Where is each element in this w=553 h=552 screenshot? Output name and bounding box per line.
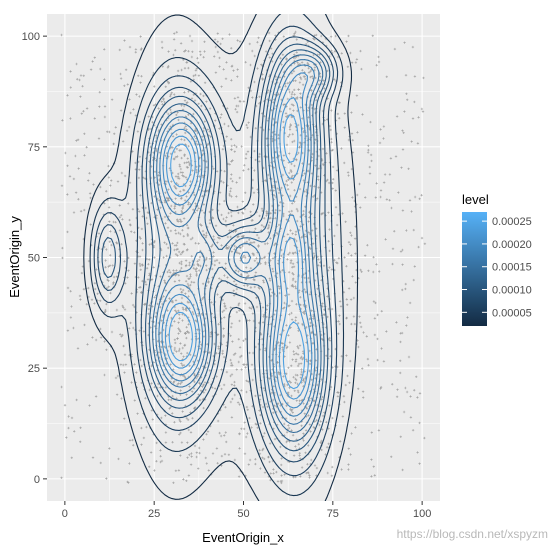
contour-line — [158, 64, 316, 417]
x-tick-label: 50 — [237, 508, 249, 520]
watermark-text: https://blog.csdn.net/xspyzm — [397, 527, 548, 541]
y-tick-label: 25 — [28, 363, 40, 375]
x-tick-label: 100 — [413, 508, 431, 520]
scatter-points — [60, 30, 427, 485]
contour-line — [97, 36, 334, 463]
y-tick-label: 100 — [22, 31, 40, 43]
x-tick-label: 75 — [327, 508, 339, 520]
legend-tick-label: 0.00005 — [492, 307, 532, 319]
contour-line — [148, 49, 327, 442]
contour-line — [168, 114, 306, 390]
legend-ticks: 0.00025 0.00020 0.00015 0.00010 0.00005 — [462, 216, 532, 319]
x-axis-title: EventOrigin_x — [202, 530, 284, 545]
y-tick-label: 75 — [28, 142, 40, 154]
contour-line — [89, 14, 345, 497]
contour-line — [93, 25, 339, 477]
y-axis-title: EventOrigin_y — [7, 216, 22, 298]
y-tick-label: 0 — [34, 474, 40, 486]
legend-colorbar — [462, 212, 487, 326]
x-axis-ticks: 0 25 50 75 100 — [62, 501, 431, 520]
contour-line — [164, 97, 309, 400]
x-tick-label: 25 — [148, 508, 160, 520]
legend-tick-label: 0.00020 — [492, 239, 532, 251]
legend: level 0.00025 0.00020 0.00015 0.00010 0.0000… — [462, 192, 532, 326]
data-points — [60, 30, 427, 485]
y-axis-ticks: 0 25 50 75 100 — [22, 31, 47, 486]
legend-title: level — [462, 192, 489, 207]
contour-line — [155, 59, 320, 425]
legend-tick-label: 0.00015 — [492, 262, 532, 274]
contour-line — [83, 14, 359, 501]
contour-line — [101, 43, 331, 452]
x-tick-label: 0 — [62, 508, 68, 520]
legend-tick-label: 0.00025 — [492, 216, 532, 228]
contour-line — [152, 54, 324, 434]
y-tick-label: 50 — [28, 253, 40, 265]
contour-line — [161, 72, 313, 409]
density-contours — [83, 14, 359, 501]
legend-tick-label: 0.00010 — [492, 285, 532, 297]
